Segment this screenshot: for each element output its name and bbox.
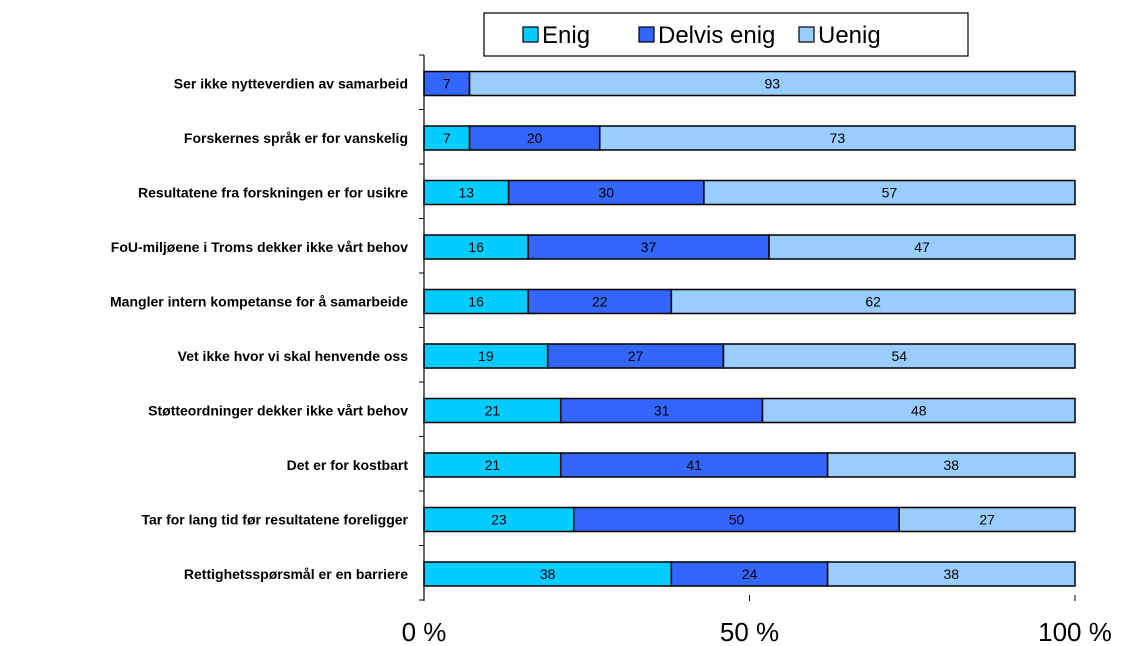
data-label: 13 xyxy=(459,185,475,201)
category-label: FoU-miljøene i Troms dekker ikke vårt be… xyxy=(111,239,408,255)
legend-swatch xyxy=(523,27,538,42)
data-label: 73 xyxy=(830,130,846,146)
category-label: Rettighetsspørsmål er en barriere xyxy=(184,566,408,582)
data-label: 57 xyxy=(882,185,898,201)
legend: Enig Delvis enig Uenig xyxy=(484,13,968,56)
legend-swatch xyxy=(799,27,814,42)
legend-label: Enig xyxy=(542,22,590,49)
data-label: 7 xyxy=(443,130,451,146)
x-tick-label: 0 % xyxy=(402,617,447,646)
data-label: 27 xyxy=(628,348,644,364)
category-label: Vet ikke hvor vi skal henvende oss xyxy=(178,348,409,364)
category-label: Forskernes språk er for vanskelig xyxy=(184,130,408,146)
data-label: 62 xyxy=(865,294,881,310)
category-label: Resultatene fra forskningen er for usikr… xyxy=(138,185,408,201)
data-label: 93 xyxy=(764,76,780,92)
data-label: 24 xyxy=(742,566,758,582)
data-label: 38 xyxy=(944,566,960,582)
data-label: 38 xyxy=(540,566,556,582)
data-label: 20 xyxy=(527,130,543,146)
bars: 7 93 7 20 73 13 30 57 16 37 47 16 22 62 19 27 54 21 31 48 21… xyxy=(424,72,1075,587)
category-label: Støtteordninger dekker ikke vårt behov xyxy=(148,403,408,419)
data-label: 27 xyxy=(979,512,995,528)
x-tick-label: 100 % xyxy=(1038,617,1112,646)
category-label: Tar for lang tid før resultatene forelig… xyxy=(141,512,408,528)
x-tick-label: 50 % xyxy=(720,617,779,646)
legend-label: Uenig xyxy=(818,22,881,49)
category-labels: Ser ikke nytteverdien av samarbeid Forske… xyxy=(110,76,409,583)
legend-swatch xyxy=(639,27,654,42)
data-label: 16 xyxy=(468,294,484,310)
data-label: 19 xyxy=(478,348,494,364)
data-label: 21 xyxy=(485,403,501,419)
data-label: 22 xyxy=(592,294,608,310)
category-label: Mangler intern kompetanse for å samarbei… xyxy=(110,294,408,310)
data-label: 54 xyxy=(891,348,907,364)
category-label: Det er for kostbart xyxy=(287,457,409,473)
data-label: 16 xyxy=(468,239,484,255)
data-label: 38 xyxy=(944,457,960,473)
data-label: 47 xyxy=(914,239,930,255)
data-label: 41 xyxy=(686,457,702,473)
data-label: 23 xyxy=(491,512,507,528)
category-label: Ser ikke nytteverdien av samarbeid xyxy=(174,76,408,92)
data-label: 37 xyxy=(641,239,657,255)
data-label: 7 xyxy=(443,76,451,92)
data-label: 48 xyxy=(911,403,927,419)
data-label: 30 xyxy=(598,185,614,201)
data-label: 31 xyxy=(654,403,670,419)
legend-label: Delvis enig xyxy=(658,22,775,49)
data-label: 50 xyxy=(729,512,745,528)
data-label: 21 xyxy=(485,457,501,473)
